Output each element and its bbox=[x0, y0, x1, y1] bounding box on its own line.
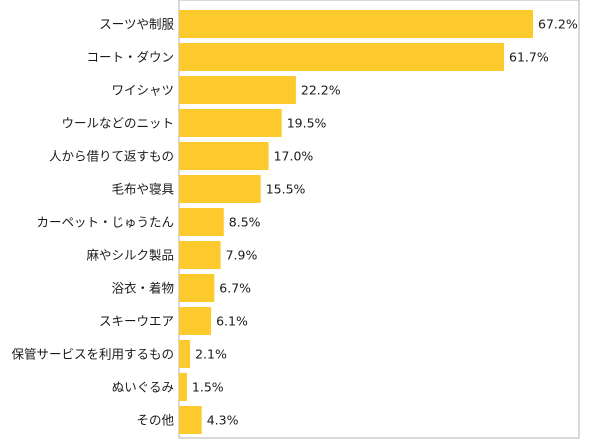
category-label: スキーウエア bbox=[99, 314, 174, 329]
bar bbox=[179, 241, 221, 269]
category-label: ぬいぐるみ bbox=[112, 380, 174, 395]
value-label: 15.5% bbox=[266, 182, 306, 197]
value-label: 22.2% bbox=[301, 83, 341, 98]
value-label: 6.1% bbox=[216, 314, 248, 329]
bar bbox=[179, 307, 212, 335]
bar bbox=[179, 142, 269, 170]
bar bbox=[179, 43, 504, 71]
value-label: 6.7% bbox=[219, 281, 251, 296]
category-label: ウールなどのニット bbox=[61, 116, 174, 131]
bar bbox=[179, 406, 202, 434]
category-label: スーツや制服 bbox=[99, 17, 174, 32]
value-label: 7.9% bbox=[226, 248, 258, 263]
category-label: ワイシャツ bbox=[111, 83, 174, 98]
category-label: その他 bbox=[136, 413, 174, 428]
value-label: 1.5% bbox=[192, 380, 224, 395]
bar bbox=[179, 274, 215, 302]
category-label-group: スーツや制服コート・ダウンワイシャツウールなどのニット人から借りて返すもの毛布や… bbox=[11, 17, 174, 428]
value-label: 4.3% bbox=[207, 413, 239, 428]
category-label: コート・ダウン bbox=[86, 50, 174, 65]
category-label: 浴衣・着物 bbox=[111, 281, 174, 296]
bar bbox=[179, 10, 533, 38]
bar bbox=[179, 373, 187, 401]
bar bbox=[179, 109, 282, 137]
bar bbox=[179, 76, 296, 104]
category-label: 麻やシルク製品 bbox=[86, 248, 174, 263]
category-label: 人から借りて返すもの bbox=[49, 149, 174, 164]
plot-area-frame bbox=[178, 0, 580, 439]
bar bbox=[179, 175, 261, 203]
value-label: 17.0% bbox=[274, 149, 314, 164]
value-label: 67.2% bbox=[538, 17, 578, 32]
bar-group bbox=[179, 10, 533, 434]
category-label: カーペット・じゅうたん bbox=[36, 215, 174, 230]
category-label: 保管サービスを利用するもの bbox=[11, 347, 174, 362]
value-label-group: 67.2% 61.7% 22.2% 19.5% 17.0% 15.5% 8.5% 7.9% 6.… bbox=[192, 17, 578, 428]
bar bbox=[179, 340, 191, 368]
value-label: 19.5% bbox=[287, 116, 327, 131]
bar bbox=[179, 208, 224, 236]
category-label: 毛布や寝具 bbox=[111, 182, 174, 197]
value-label: 2.1% bbox=[195, 347, 227, 362]
value-label: 8.5% bbox=[229, 215, 261, 230]
value-label: 61.7% bbox=[509, 50, 549, 65]
